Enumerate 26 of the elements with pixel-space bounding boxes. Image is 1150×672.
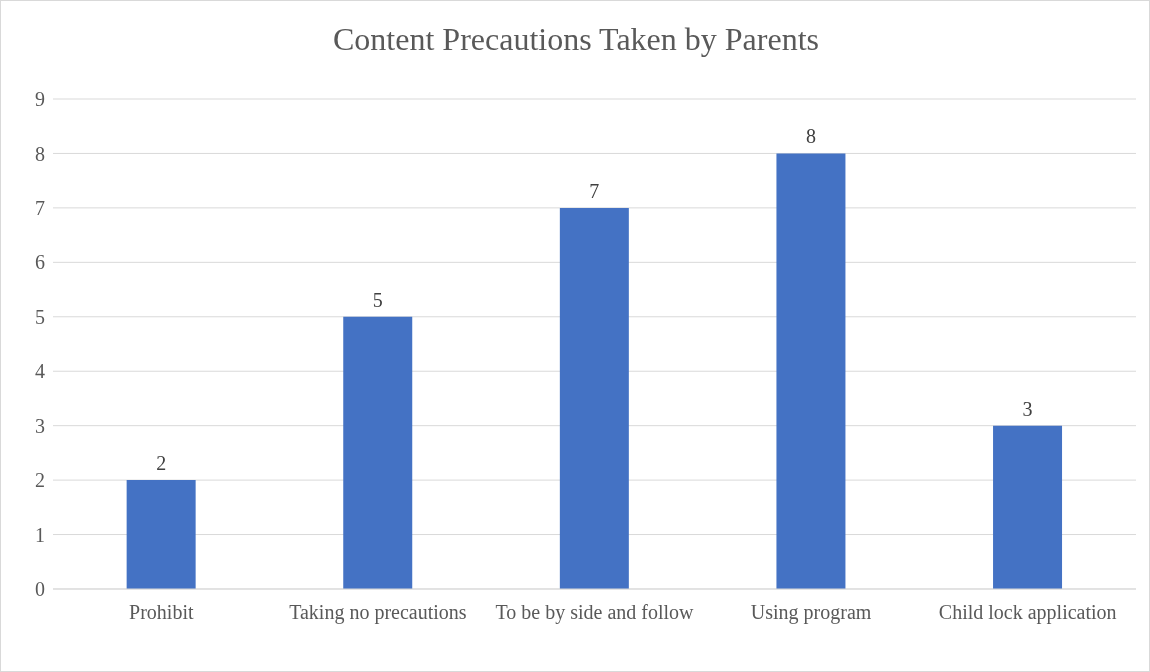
x-tick-label: To be by side and follow xyxy=(495,601,695,625)
y-tick-label: 6 xyxy=(35,251,45,274)
bar xyxy=(559,207,629,589)
x-tick-label: Using program xyxy=(750,601,872,625)
y-tick-label: 8 xyxy=(35,142,45,165)
y-tick-label: 4 xyxy=(35,360,45,383)
bar xyxy=(343,316,413,589)
y-tick-label: 0 xyxy=(35,578,45,601)
x-tick-label: Child lock application xyxy=(938,601,1117,625)
bar xyxy=(993,425,1063,589)
chart-title: Content Precautions Taken by Parents xyxy=(332,21,820,58)
bar xyxy=(776,153,846,589)
data-label: 7 xyxy=(589,179,600,202)
y-tick-label: 5 xyxy=(35,305,45,328)
y-tick-label: 9 xyxy=(35,88,45,111)
data-label: 2 xyxy=(156,452,167,475)
y-tick-label: 7 xyxy=(35,196,45,219)
data-label: 5 xyxy=(372,288,383,311)
x-tick-label: Taking no precautions xyxy=(289,601,467,625)
y-tick-label: 3 xyxy=(35,414,45,437)
y-tick-label: 2 xyxy=(35,469,45,492)
data-label: 8 xyxy=(805,125,816,148)
x-tick-label: Prohibit xyxy=(129,601,194,624)
y-tick-label: 1 xyxy=(35,523,45,546)
bar xyxy=(126,480,196,589)
data-label: 3 xyxy=(1022,397,1033,420)
